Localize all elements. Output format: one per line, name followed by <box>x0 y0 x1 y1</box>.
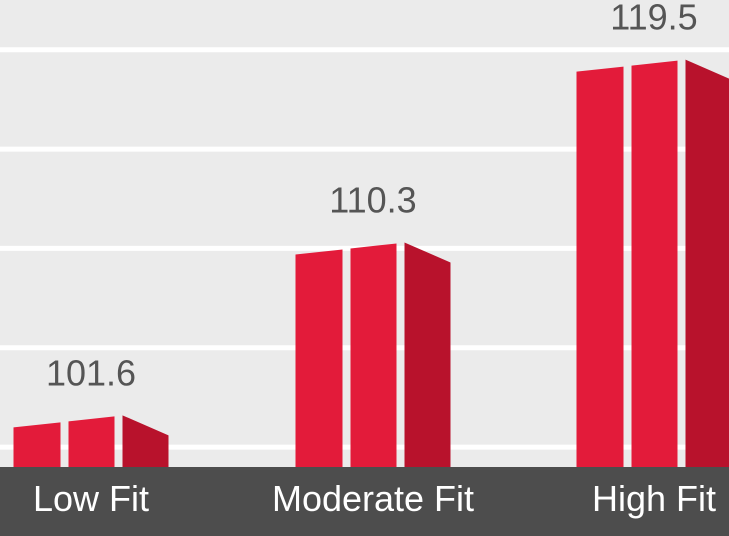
value-labels: 101.6 110.3 119.5 <box>46 0 698 393</box>
bar-segment <box>68 416 115 467</box>
data-label: 110.3 <box>329 179 416 220</box>
bar <box>13 415 169 467</box>
bar-segment <box>631 60 678 467</box>
bar-segment <box>295 249 343 467</box>
bar-side-segment <box>122 415 169 467</box>
category-label: Moderate Fit <box>272 478 474 519</box>
bar-segment <box>13 422 61 467</box>
bars <box>13 59 729 467</box>
bar <box>576 59 729 467</box>
bar-segment <box>350 243 397 467</box>
bar-segment <box>576 66 624 467</box>
category-labels: Low Fit Moderate Fit High Fit <box>33 478 716 519</box>
bar-side-segment <box>685 59 729 467</box>
bar-side-segment <box>404 242 451 467</box>
data-label: 119.5 <box>610 0 697 38</box>
category-label: Low Fit <box>33 478 149 519</box>
category-axis-band <box>0 467 729 536</box>
category-label: High Fit <box>592 478 716 519</box>
data-label: 101.6 <box>46 352 136 393</box>
bar <box>295 242 451 467</box>
